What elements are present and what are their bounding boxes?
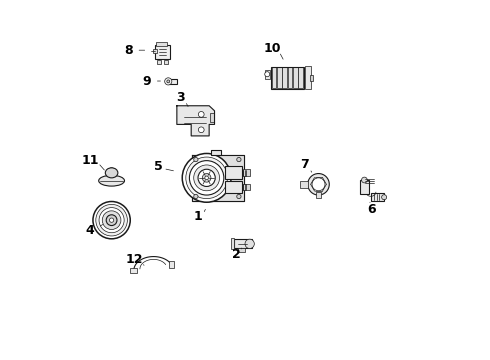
Ellipse shape [105,168,118,178]
Bar [224,166,243,179]
Circle shape [308,174,329,195]
Ellipse shape [98,175,124,186]
Circle shape [382,195,387,200]
Circle shape [99,208,124,233]
Bar [153,49,157,53]
Text: 1: 1 [194,210,203,223]
Text: 2: 2 [232,248,241,261]
Circle shape [237,194,241,199]
Circle shape [194,157,198,162]
Bar [169,261,173,268]
Bar [288,67,293,88]
Text: 4: 4 [86,224,95,237]
Text: 5: 5 [154,160,163,173]
Circle shape [96,204,127,236]
Bar [238,248,245,252]
Bar [231,238,234,249]
Bar [277,67,282,88]
Circle shape [205,176,208,180]
Bar [243,169,250,176]
Circle shape [186,157,227,199]
Text: 7: 7 [300,158,309,171]
Bar [300,181,308,188]
Bar [293,67,298,88]
Circle shape [245,239,254,248]
Bar [305,66,311,89]
Circle shape [198,169,215,186]
Circle shape [198,127,204,133]
Bar [130,268,137,273]
Bar [310,75,313,81]
Bar [224,181,243,193]
Circle shape [190,161,224,195]
Bar [210,113,214,122]
Circle shape [198,112,204,117]
Polygon shape [192,155,244,201]
Circle shape [194,165,220,191]
Text: 3: 3 [176,91,185,104]
Text: 10: 10 [264,41,281,54]
Bar [169,78,176,84]
Polygon shape [177,106,215,136]
Bar [282,67,287,88]
Bar [271,67,276,88]
Bar [156,42,167,45]
Bar [298,67,303,88]
Circle shape [93,202,130,239]
Bar [316,192,321,198]
Bar [265,70,270,79]
Text: 12: 12 [126,253,143,266]
Circle shape [265,72,270,77]
Text: 11: 11 [81,154,99,167]
Circle shape [167,80,170,83]
Bar [155,45,170,59]
Text: 9: 9 [143,75,151,87]
Circle shape [237,157,241,162]
Bar [157,59,161,64]
Circle shape [109,218,114,222]
Bar [234,239,252,248]
Bar [271,67,304,89]
Circle shape [102,211,121,229]
Bar [243,184,250,190]
Bar [211,149,220,155]
Bar [164,59,168,64]
Bar [371,193,385,201]
Circle shape [202,174,211,182]
Text: 8: 8 [124,44,133,57]
Text: 6: 6 [367,203,375,216]
Circle shape [312,178,325,191]
Bar [360,180,369,194]
Circle shape [194,194,198,199]
Circle shape [109,168,115,174]
Circle shape [165,78,172,85]
Circle shape [182,153,231,202]
Circle shape [362,177,368,183]
Circle shape [106,215,117,226]
